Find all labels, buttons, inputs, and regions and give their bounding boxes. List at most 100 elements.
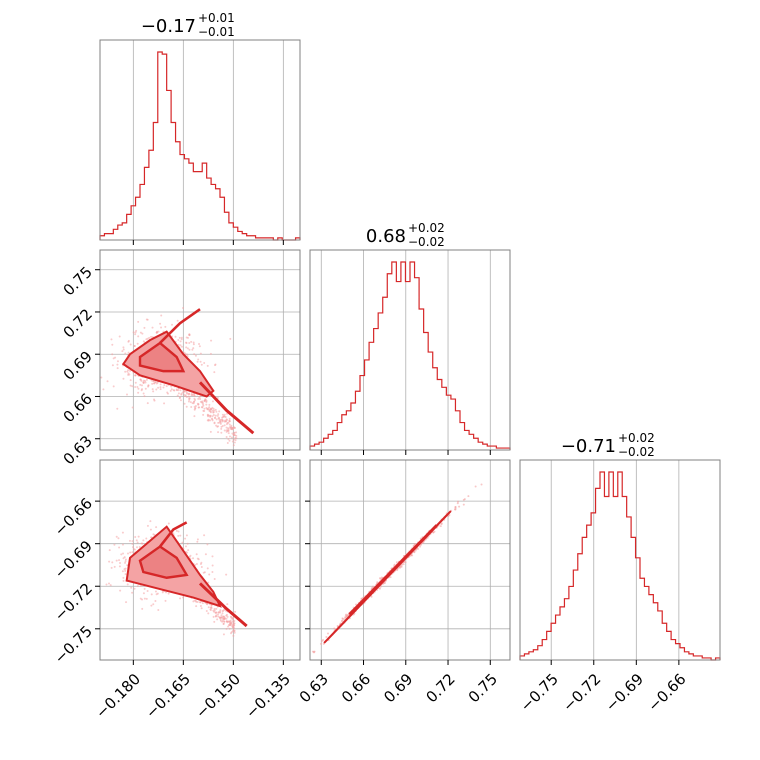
scatter-point: [230, 436, 233, 439]
scatter-point: [225, 429, 228, 432]
scatter-point: [199, 604, 202, 607]
scatter-point: [205, 401, 208, 404]
scatter-point: [187, 549, 190, 552]
scatter-point: [142, 592, 145, 595]
scatter-point: [197, 403, 200, 406]
tick-label-y: 0.69: [60, 348, 96, 384]
scatter-point: [137, 391, 140, 394]
scatter-point: [232, 444, 235, 447]
scatter-point: [395, 561, 398, 564]
scatter-point: [134, 385, 137, 388]
scatter-point: [218, 410, 221, 413]
scatter-point: [225, 426, 228, 429]
scatter-point: [137, 335, 140, 338]
scatter-point: [233, 624, 236, 627]
panel-frame: [99, 459, 301, 661]
scatter-point: [233, 619, 236, 622]
scatter-point: [223, 620, 226, 623]
scatter-point: [190, 340, 193, 343]
scatter-point: [511, 451, 513, 453]
scatter-point: [214, 416, 217, 419]
scatter-point: [439, 525, 442, 528]
scatter-point: [198, 345, 201, 348]
scatter-point: [122, 576, 125, 579]
scatter-point: [176, 319, 179, 322]
scatter-point: [186, 542, 189, 545]
scatter-point: [197, 397, 200, 400]
scatter-point: [192, 343, 195, 346]
tick-label-x: −0.66: [644, 670, 689, 715]
scatter-point: [129, 343, 132, 346]
scatter-point: [213, 620, 216, 623]
scatter-point: [232, 626, 235, 629]
scatter-point: [209, 410, 212, 413]
scatter-point: [142, 539, 145, 542]
scatter-point: [112, 385, 115, 388]
scatter-point: [140, 542, 143, 545]
tick-label-x: 0.66: [338, 670, 374, 706]
scatter-point: [325, 636, 328, 639]
scatter-point: [222, 633, 225, 636]
scatter-point: [221, 425, 224, 428]
scatter-point: [149, 520, 152, 523]
scatter-point: [118, 565, 121, 568]
scatter-point: [185, 534, 188, 537]
scatter-point: [164, 599, 167, 602]
scatter-point: [145, 338, 148, 341]
scatter-point: [217, 425, 220, 428]
scatter-point: [145, 537, 148, 540]
scatter-point: [217, 611, 220, 614]
scatter-point: [141, 388, 144, 391]
scatter-point: [205, 406, 208, 409]
scatter-point: [206, 543, 209, 546]
scatter-point: [203, 400, 206, 403]
scatter-point: [456, 502, 459, 505]
scatter-point: [183, 402, 186, 405]
scatter-point: [206, 603, 209, 606]
scatter-point: [327, 632, 330, 635]
scatter-point: [223, 617, 226, 620]
scatter-point: [209, 415, 212, 418]
scatter-point: [193, 415, 196, 418]
scatter-point: [211, 564, 214, 567]
scatter-point: [132, 331, 135, 334]
scatter-point: [163, 384, 166, 387]
scatter-point: [179, 396, 182, 399]
scatter-point: [154, 381, 157, 384]
scatter-point: [193, 405, 196, 408]
scatter-point: [233, 426, 236, 429]
scatter-point: [413, 542, 416, 545]
scatter-point: [192, 341, 195, 344]
scatter-point: [193, 400, 196, 403]
scatter-point: [192, 557, 195, 560]
scatter-point: [192, 347, 195, 350]
scatter-point: [173, 389, 176, 392]
scatter-point: [222, 622, 225, 625]
scatter-point: [188, 342, 191, 345]
scatter-point: [197, 558, 200, 561]
scatter-point: [221, 610, 224, 613]
scatter-point: [219, 611, 222, 614]
scatter-point: [206, 567, 209, 570]
scatter-point: [133, 548, 136, 551]
scatter-point: [196, 360, 199, 363]
scatter-point: [200, 566, 203, 569]
panel-content: [105, 520, 248, 637]
scatter-point: [146, 524, 149, 527]
scatter-point: [131, 406, 134, 409]
scatter-point: [155, 526, 158, 529]
scatter-point: [203, 534, 206, 537]
tick-label-y: 0.72: [60, 305, 96, 341]
scatter-point: [188, 333, 191, 336]
scatter-point: [133, 587, 136, 590]
scatter-point: [111, 561, 114, 564]
scatter-point: [155, 382, 158, 385]
scatter-point: [128, 539, 131, 542]
scatter-point: [213, 371, 216, 374]
scatter-point: [193, 353, 196, 356]
scatter-point: [211, 555, 214, 558]
scatter-point: [225, 573, 228, 576]
scatter-point: [195, 605, 198, 608]
panel-2-2: [519, 459, 721, 665]
scatter-point: [209, 407, 212, 410]
